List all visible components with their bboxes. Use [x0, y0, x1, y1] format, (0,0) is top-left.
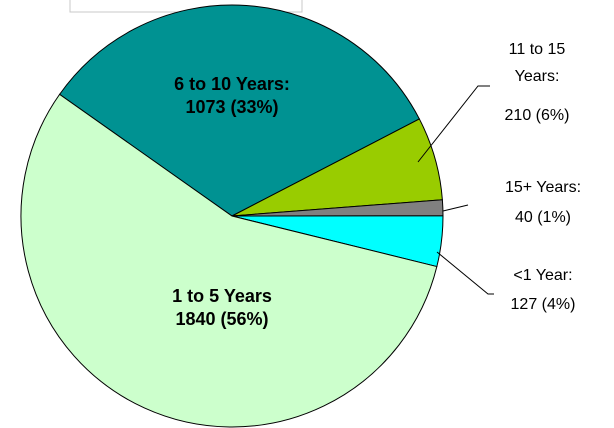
leader-line	[436, 251, 494, 295]
value-label: 210 (6%)	[504, 107, 570, 124]
slice-label: 6 to 10 Years:	[174, 74, 290, 94]
leader-line	[442, 204, 469, 212]
value-label: 1073 (33%)	[185, 97, 279, 117]
pie-slice	[20, 93, 438, 428]
slices	[20, 4, 444, 428]
slice-label: 1 to 5 Years	[172, 286, 272, 306]
leader-line	[417, 85, 490, 163]
slice-label: <1 Year:	[513, 267, 573, 284]
slice-label: 15+ Years:	[504, 179, 582, 196]
slice-label: 11 to 15 Years:	[508, 41, 566, 85]
value-label: 1840 (56%)	[175, 309, 269, 329]
pie-slice	[58, 4, 421, 217]
value-label: 127 (4%)	[510, 296, 576, 313]
value-label: 40 (1%)	[514, 209, 572, 226]
